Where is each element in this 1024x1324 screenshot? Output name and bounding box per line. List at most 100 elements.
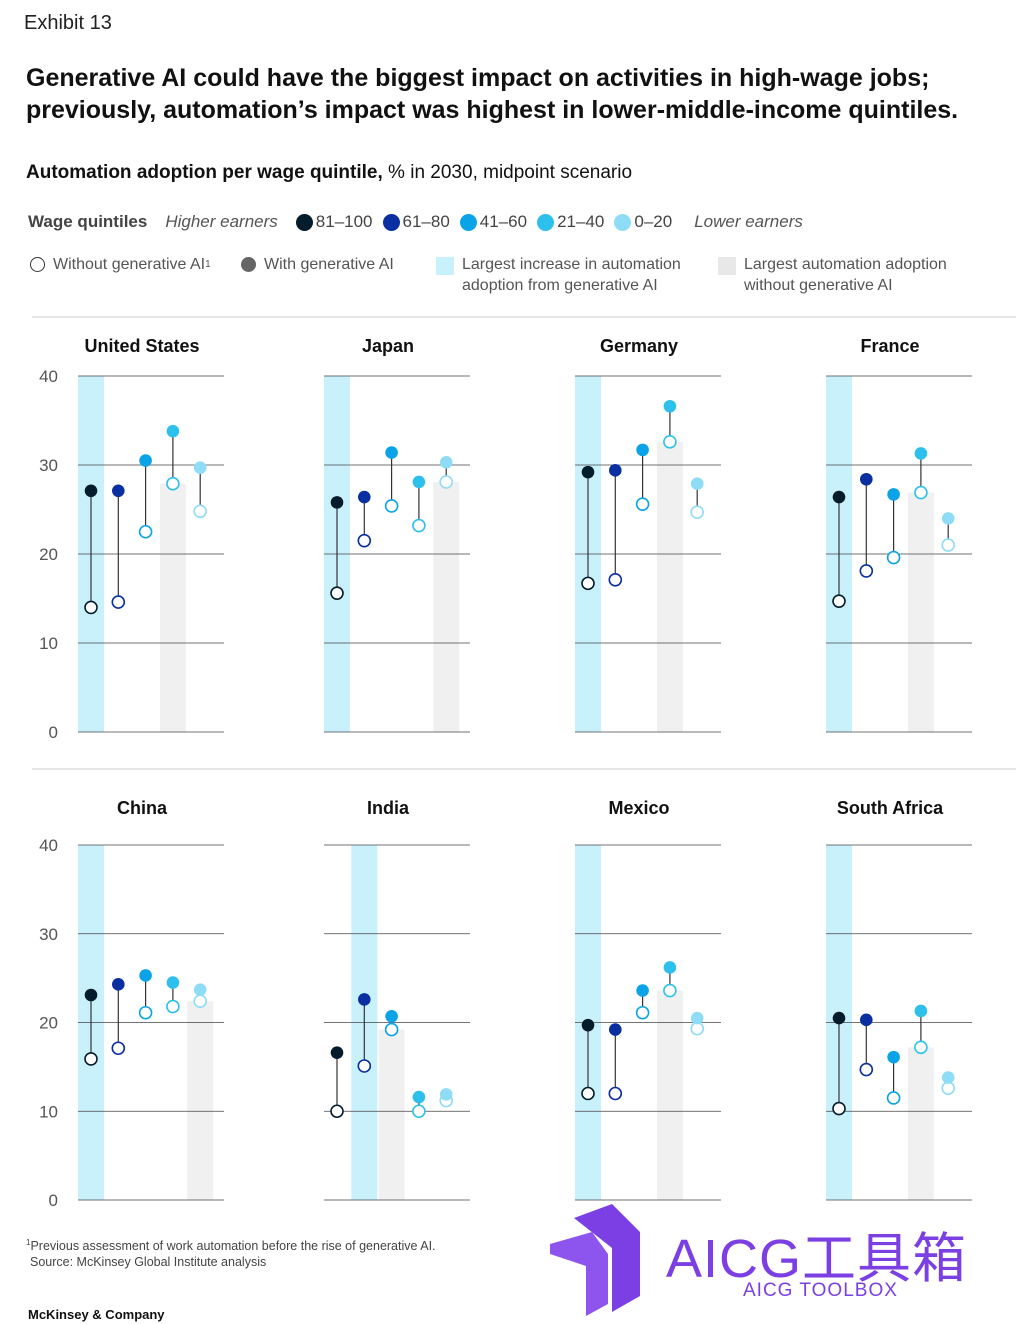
subtitle-bold: Automation adoption per wage quintile, xyxy=(26,162,383,183)
point-with-genai xyxy=(914,447,928,460)
point-without-genai xyxy=(635,497,650,511)
point-without-genai xyxy=(886,1091,901,1105)
legend-dot-icon xyxy=(614,213,632,231)
panel-title: Japan xyxy=(362,336,414,356)
panel-title: India xyxy=(367,798,410,818)
point-with-genai xyxy=(84,484,98,498)
legend-quintile-81-100: 81–100 xyxy=(295,212,373,232)
point-with-genai xyxy=(941,512,955,525)
point-with-genai xyxy=(439,456,453,469)
largest-without-band xyxy=(187,1001,214,1200)
point-without-genai xyxy=(357,533,372,548)
legend-lw-line1: Largest automation adoption xyxy=(744,256,947,273)
legend-quintile-label: 41–60 xyxy=(479,212,528,231)
point-with-genai xyxy=(914,1004,928,1018)
footnote-note: Previous assessment of work automation b… xyxy=(30,1239,436,1254)
point-without-genai xyxy=(111,1041,126,1056)
legend-dot-icon xyxy=(295,213,313,231)
point-without-genai xyxy=(111,595,126,609)
point-with-genai xyxy=(193,461,207,474)
gray-square-icon xyxy=(718,257,736,275)
point-with-genai xyxy=(636,443,649,457)
y-tick-label: 0 xyxy=(49,723,58,742)
point-with-genai xyxy=(166,976,180,989)
point-without-genai xyxy=(439,475,454,489)
point-without-genai xyxy=(914,485,928,500)
legend-largest-increase-text: Largest increase in automation adoption f… xyxy=(462,254,681,296)
y-tick-label: 40 xyxy=(39,836,58,855)
legend-without-genai: Without generative AI 1 xyxy=(30,254,211,275)
blue-square-icon xyxy=(436,257,454,275)
point-with-genai xyxy=(609,1023,622,1036)
point-without-genai xyxy=(330,586,344,600)
point-with-genai xyxy=(581,1018,595,1032)
point-without-genai xyxy=(412,518,426,533)
legend-largest-without-text: Largest automation adoption without gener… xyxy=(744,254,947,296)
point-with-genai xyxy=(690,1011,704,1025)
point-without-genai xyxy=(357,1059,372,1073)
y-tick-label: 40 xyxy=(39,367,58,386)
watermark-subtext: AICG TOOLBOX xyxy=(743,1280,898,1301)
point-with-genai xyxy=(690,477,704,490)
point-with-genai xyxy=(193,983,207,996)
legend-quintile-0-20: 0–20 xyxy=(614,212,672,232)
point-without-genai xyxy=(138,524,153,539)
legend-wage-label: Wage quintiles xyxy=(28,212,148,231)
largest-without-band xyxy=(378,1029,405,1200)
point-with-genai xyxy=(84,988,98,1002)
legend-largest-without: Largest automation adoption without gener… xyxy=(718,254,947,296)
quintile-legend: Wage quintiles Higher earners 81–100 61–… xyxy=(28,212,821,232)
chart-subtitle: Automation adoption per wage quintile, %… xyxy=(26,162,632,184)
y-tick-label: 30 xyxy=(39,925,58,944)
point-without-genai xyxy=(832,1101,846,1116)
y-tick-label: 10 xyxy=(39,634,58,653)
point-without-genai xyxy=(941,1081,956,1095)
point-with-genai xyxy=(887,488,900,501)
point-without-genai xyxy=(832,594,846,608)
point-with-genai xyxy=(358,993,371,1006)
chart-title: Generative AI could have the biggest imp… xyxy=(26,64,959,124)
y-tick-label: 30 xyxy=(39,456,58,475)
point-without-genai xyxy=(581,576,595,591)
point-without-genai xyxy=(384,499,399,513)
panel-title: Mexico xyxy=(608,798,669,818)
legend-with-genai: With generative AI xyxy=(241,254,394,275)
legend-quintile-21-40: 21–40 xyxy=(537,212,604,232)
open-circle-icon xyxy=(30,257,45,272)
y-tick-label: 10 xyxy=(39,1102,58,1121)
point-without-genai xyxy=(663,435,677,449)
point-with-genai xyxy=(330,496,344,509)
footnote-note-line: 1Previous assessment of work automation … xyxy=(26,1235,436,1254)
point-with-genai xyxy=(112,484,125,498)
point-with-genai xyxy=(139,454,152,467)
point-with-genai xyxy=(860,1013,873,1027)
panel-title: Germany xyxy=(600,336,678,356)
point-without-genai xyxy=(914,1040,928,1055)
point-with-genai xyxy=(358,490,371,504)
subtitle-rest: % in 2030, midpoint scenario xyxy=(382,162,633,183)
legend-higher-earners: Higher earners xyxy=(165,212,278,231)
brand-logo: McKinsey & Company xyxy=(28,1307,165,1322)
legend-dot-icon xyxy=(382,213,400,231)
watermark-logo-icon xyxy=(550,1204,640,1316)
point-without-genai xyxy=(941,538,956,552)
y-tick-label: 0 xyxy=(49,1191,58,1210)
point-without-genai xyxy=(690,1021,705,1036)
legend-dot-icon xyxy=(537,213,555,231)
point-with-genai xyxy=(330,1046,344,1059)
dumbbell-chart-grid: 0 10 20 30 40 0 10 20 30 40 United States Japan Germ… xyxy=(32,316,1016,1210)
legend-li-line1: Largest increase in automation xyxy=(462,256,681,273)
legend-lower-earners: Lower earners xyxy=(694,212,803,231)
legend-quintile-41-60: 41–60 xyxy=(459,212,528,232)
point-with-genai xyxy=(832,1011,846,1025)
largest-without-band xyxy=(907,492,934,732)
point-with-genai xyxy=(112,978,125,991)
point-with-genai xyxy=(860,472,873,486)
point-without-genai xyxy=(581,1086,595,1101)
point-without-genai xyxy=(330,1104,344,1119)
point-with-genai xyxy=(581,465,595,479)
point-without-genai xyxy=(635,1005,650,1020)
point-without-genai xyxy=(166,476,180,491)
point-with-genai xyxy=(663,399,677,413)
panel-title: United States xyxy=(84,336,199,356)
